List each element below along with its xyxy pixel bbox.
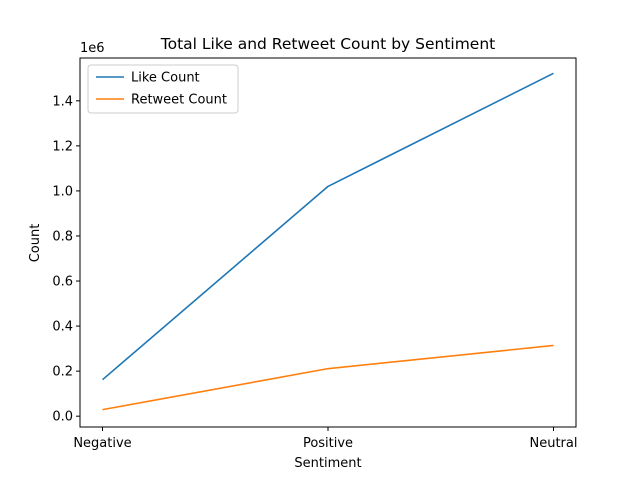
y-tick-label: 0.2 [52,365,73,380]
y-tick-label: 0.8 [52,229,73,244]
y-axis-offset-label: 1e6 [80,41,105,56]
plot-frame [79,57,577,428]
legend-label-retweet-count: Retweet Count [131,93,227,108]
legend-label-like-count: Like Count [131,71,200,86]
x-tick-label: Negative [73,436,131,451]
y-tick-label: 0.6 [52,275,73,290]
y-tick-label: 1.4 [52,94,73,109]
x-tick-label: Positive [303,436,353,451]
chart-title: Total Like and Retweet Count by Sentimen… [160,35,496,53]
y-tick-label: 1.2 [52,139,73,154]
legend-frame [87,64,239,114]
y-tick-label: 0.0 [52,410,73,425]
x-tick-label: Neutral [530,436,578,451]
x-axis-label: Sentiment [294,456,361,471]
plot-area: 0.0 0.2 0.4 0.6 0.8 1.0 1.2 1.4 Negative Positive… [52,72,578,451]
y-tick-label: 0.4 [52,320,73,335]
y-tick-label: 1.0 [52,184,73,199]
legend: Like Count Retweet Count [87,64,239,114]
y-axis-label: Count [28,224,43,263]
